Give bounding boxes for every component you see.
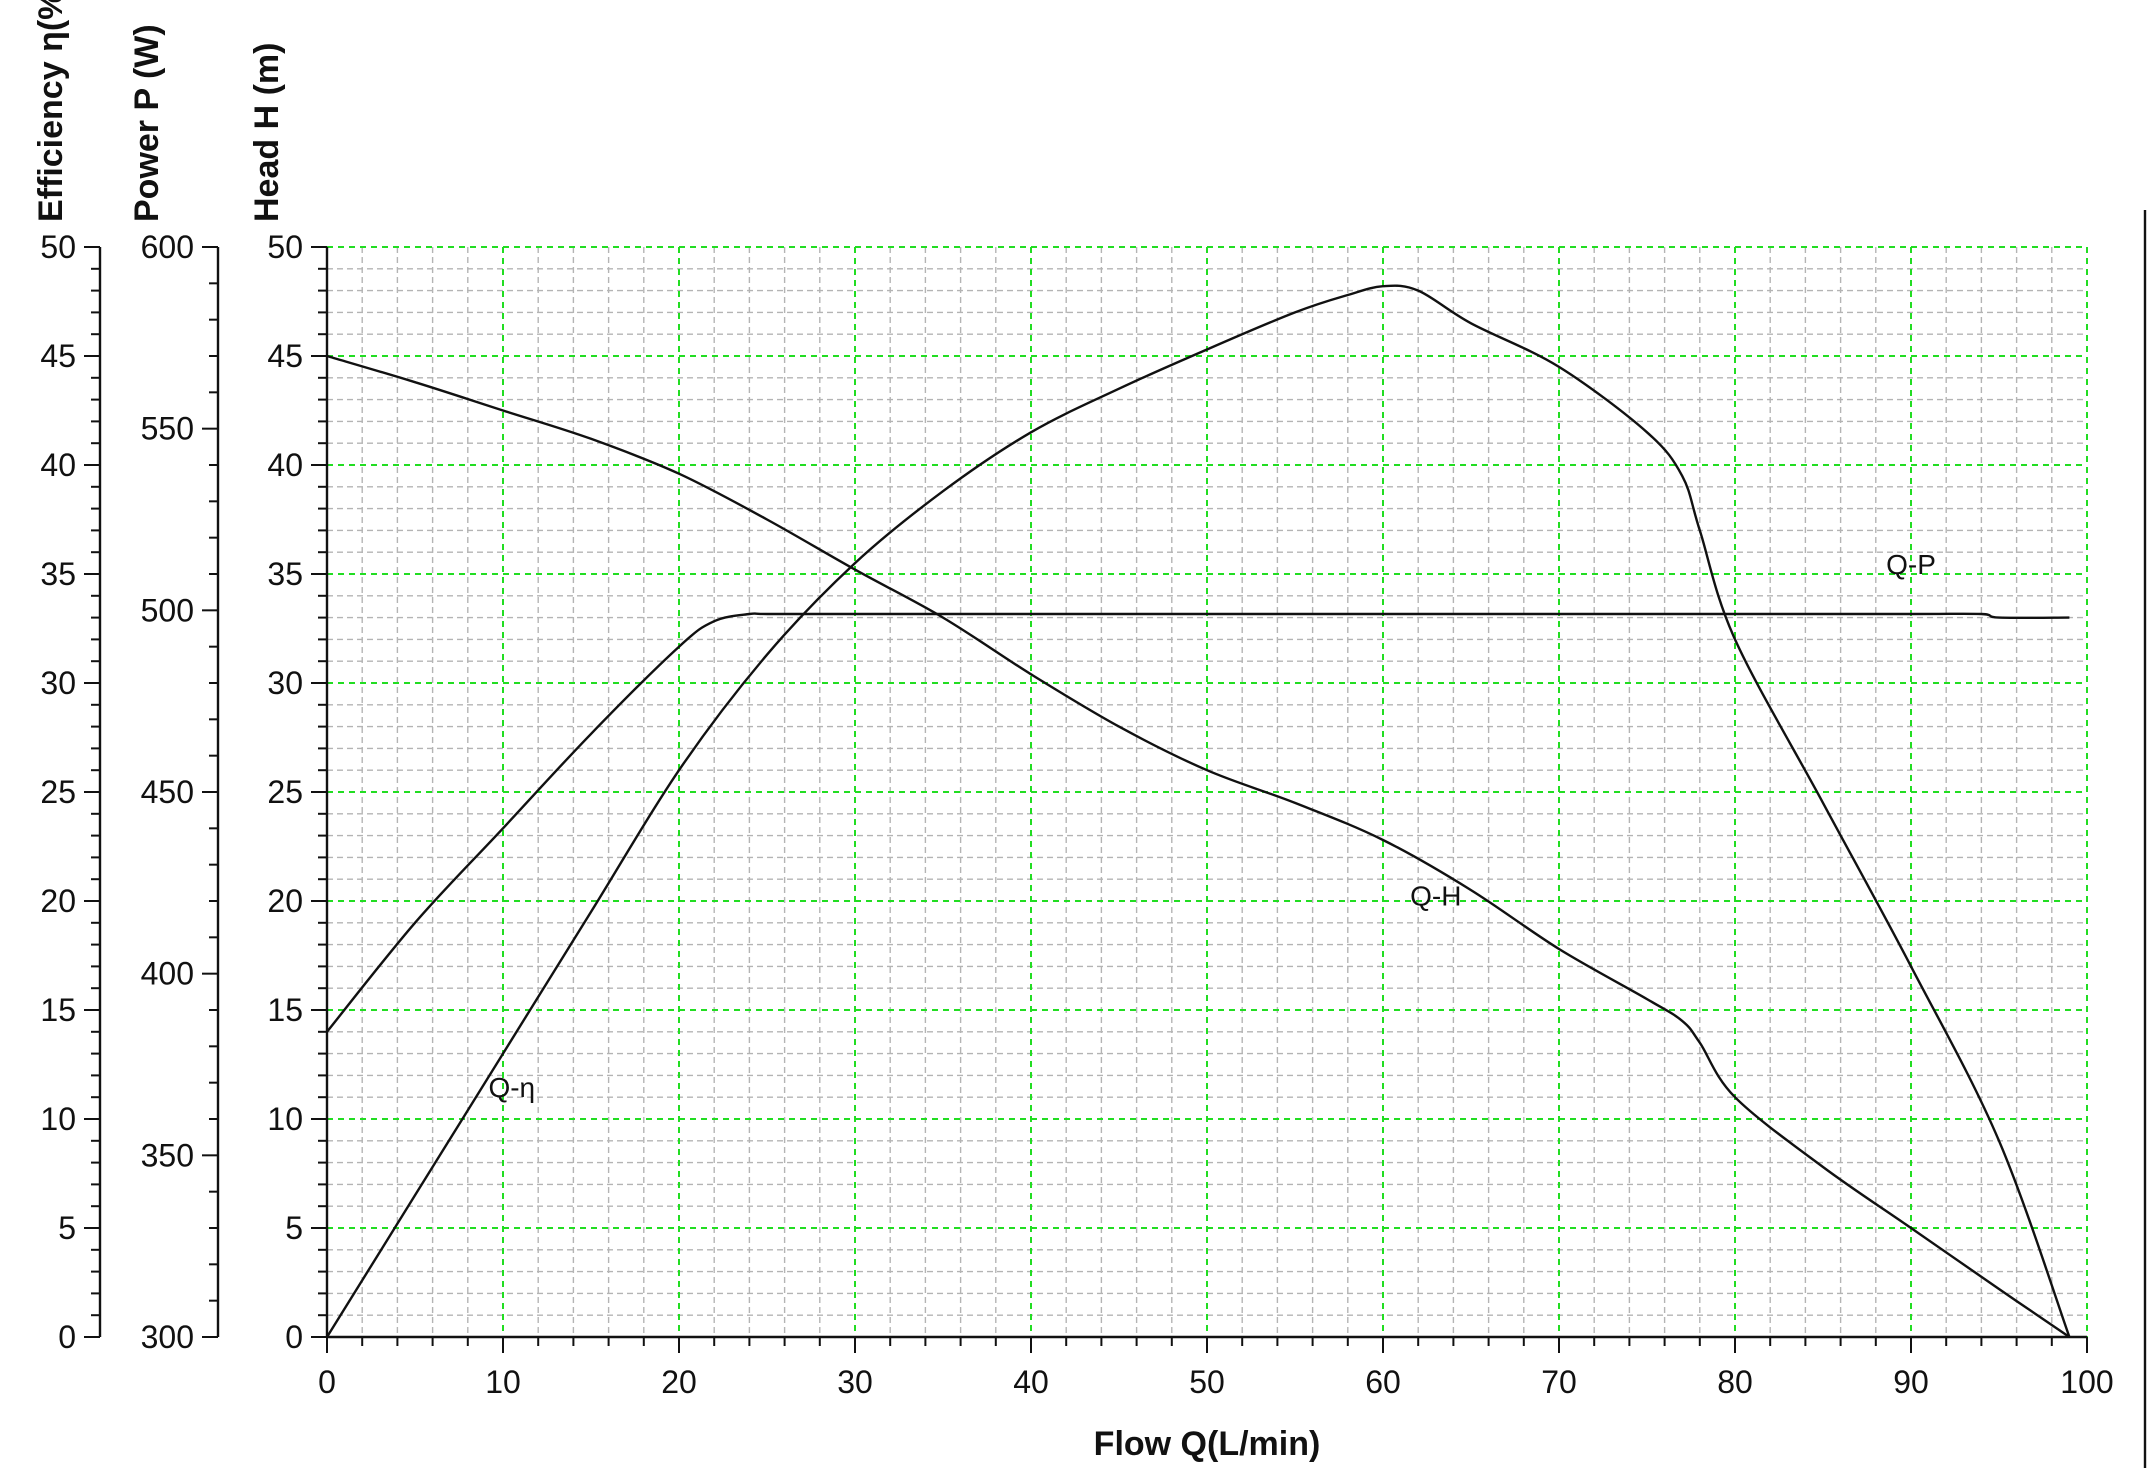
grid [327, 246, 2088, 1337]
x-tick-label: 50 [1189, 1364, 1225, 1400]
efficiency-tick-label: 5 [58, 1210, 76, 1246]
efficiency-tick-label: 15 [40, 992, 76, 1028]
power-tick-label: 600 [141, 229, 194, 265]
head-tick-label: 20 [267, 883, 303, 919]
head-tick-label: 0 [285, 1319, 303, 1355]
x-tick-label: 80 [1717, 1364, 1753, 1400]
head-tick-label: 45 [267, 338, 303, 374]
head-axis-title: Head H (m) [248, 43, 286, 222]
power-tick-label: 350 [141, 1137, 194, 1173]
x-tick-label: 60 [1365, 1364, 1401, 1400]
efficiency-axis: 0 5 10 15 20 25 30 35 40 45 50 [40, 229, 102, 1355]
x-axis-title: Flow Q(L/min) [1094, 1425, 1321, 1463]
head-tick-label: 5 [285, 1210, 303, 1246]
series-q-p-curve [326, 612, 2070, 1033]
x-tick-label: 30 [837, 1364, 873, 1400]
x-tick-label: 0 [318, 1364, 336, 1400]
efficiency-tick-label: 25 [40, 774, 76, 810]
power-tick-label: 400 [141, 956, 194, 992]
efficiency-tick-label: 10 [40, 1101, 76, 1137]
curve-label-q-eta: Q-η [488, 1072, 535, 1103]
axes: 0 10 20 30 40 50 60 70 80 90 100051015202530354045… [40, 210, 2147, 1468]
curve-label-q-p: Q-P [1886, 549, 1936, 580]
efficiency-tick-label: 35 [40, 556, 76, 592]
x-tick-label: 40 [1013, 1364, 1049, 1400]
power-tick-label: 550 [141, 411, 194, 447]
x-axis: 0 10 20 30 40 50 60 70 80 90 100 [318, 1335, 2114, 1400]
curve-label-q-h: Q-H [1410, 880, 1461, 911]
x-tick-label: 20 [661, 1364, 697, 1400]
efficiency-tick-label: 45 [40, 338, 76, 374]
axis-titles: Flow Q(L/min) Efficiency η(%) Power P (W… [32, 0, 1320, 1463]
series-q-h-curve [326, 354, 2071, 1338]
power-tick-label: 300 [141, 1319, 194, 1355]
head-tick-label: 25 [267, 774, 303, 810]
efficiency-tick-label: 40 [40, 447, 76, 483]
efficiency-tick-label: 50 [40, 229, 76, 265]
series-q-eta-curve [325, 284, 2071, 1338]
head-tick-label: 30 [267, 665, 303, 701]
head-tick-label: 15 [267, 992, 303, 1028]
curve-labels: Q-H Q-P Q-η [488, 549, 1935, 1103]
head-tick-label: 35 [267, 556, 303, 592]
efficiency-axis-title: Efficiency η(%) [32, 0, 70, 222]
power-tick-label: 500 [141, 592, 194, 628]
x-tick-label: 70 [1541, 1364, 1577, 1400]
power-tick-label: 450 [141, 774, 194, 810]
head-axis: 0 5 10 15 20 25 30 35 40 45 50 [267, 229, 329, 1355]
efficiency-tick-label: 20 [40, 883, 76, 919]
head-tick-label: 50 [267, 229, 303, 265]
efficiency-tick-label: 30 [40, 665, 76, 701]
major-grid [327, 246, 2088, 1337]
x-tick-label: 90 [1893, 1364, 1929, 1400]
power-axis: 300 350 400 450 500 550 600 [141, 229, 220, 1355]
head-tick-label: 10 [267, 1101, 303, 1137]
power-axis-title: Power P (W) [128, 24, 166, 222]
efficiency-tick-label: 0 [58, 1319, 76, 1355]
head-tick-label: 40 [267, 447, 303, 483]
curves [325, 284, 2071, 1338]
x-tick-label: 100 [2060, 1364, 2113, 1400]
x-tick-label: 10 [485, 1364, 521, 1400]
